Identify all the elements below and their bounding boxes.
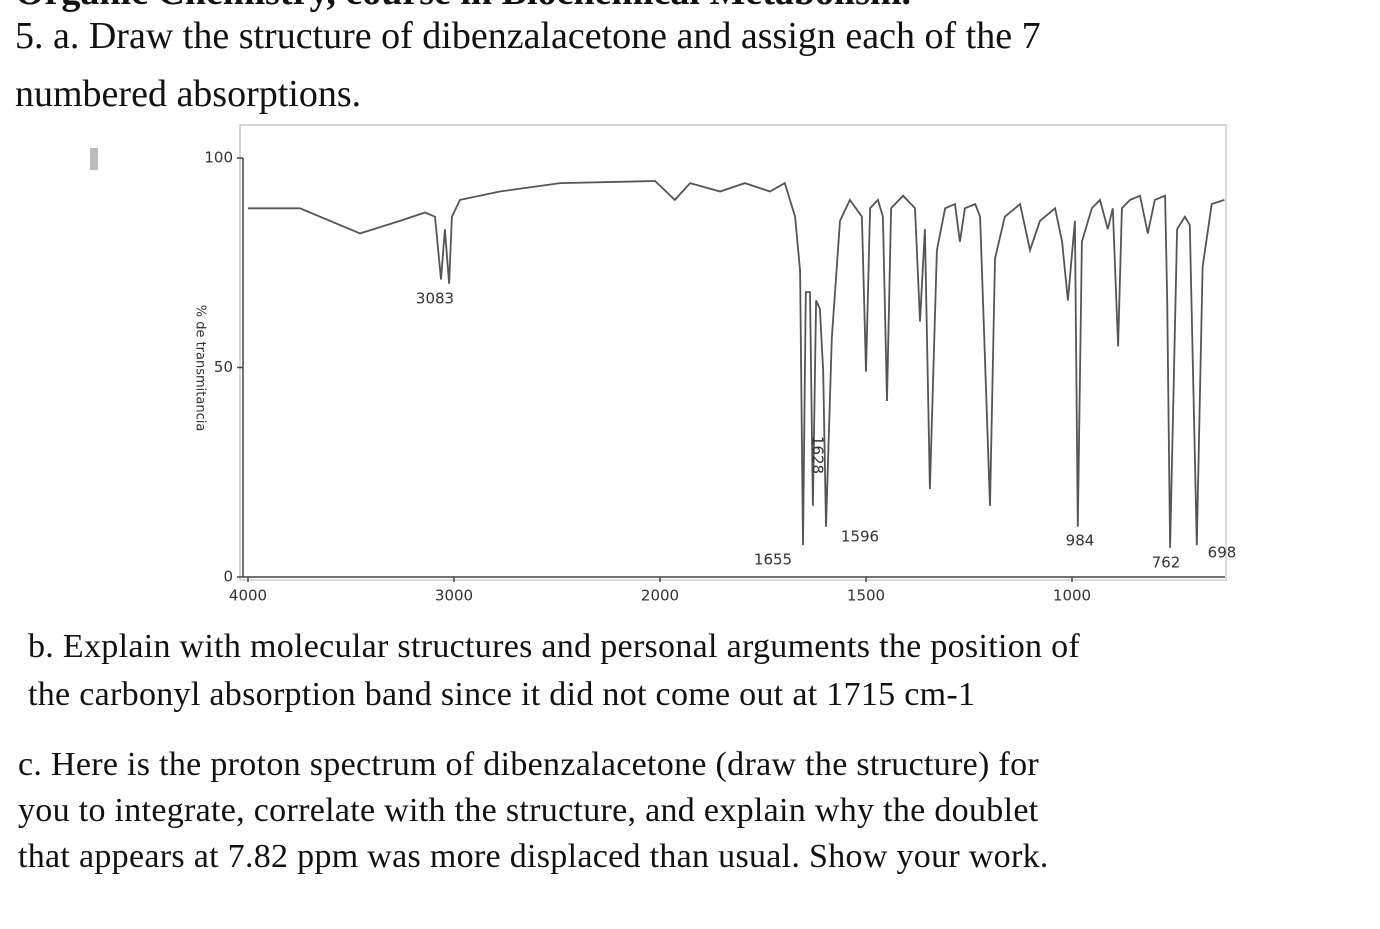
chart-frame	[239, 124, 1227, 581]
y-tick-label: 0	[223, 568, 233, 586]
x-tick-label: 2000	[641, 587, 679, 605]
y-tick-label: 50	[214, 358, 233, 376]
peak-label: 1596	[841, 528, 879, 546]
y-axis-label: % de transmitancia	[193, 305, 208, 432]
peak-label: 762	[1152, 554, 1181, 572]
x-tick-label: 1500	[847, 587, 885, 605]
spectrum-line	[248, 180, 1225, 548]
question-c-line: that appears at 7.82 ppm was more displa…	[18, 838, 1049, 875]
question-b-line: the carbonyl absorption band since it di…	[28, 676, 976, 713]
question-c-line: you to integrate, correlate with the str…	[18, 792, 1039, 829]
question-c-line: c. Here is the proton spectrum of dibenz…	[18, 746, 1039, 783]
x-tick-label: 4000	[229, 587, 267, 605]
cursor-mark	[90, 148, 98, 170]
x-tick-label: 1000	[1053, 587, 1091, 605]
peak-label: 698	[1208, 544, 1237, 562]
x-tick-label: 3000	[435, 587, 473, 605]
cut-header: Organic Chemistry, course in Biochemical…	[15, 0, 911, 14]
peak-label: 984	[1066, 532, 1095, 550]
peak-label: 1655	[754, 551, 792, 569]
question-a-line: 5. a. Draw the structure of dibenzalacet…	[15, 15, 1041, 57]
peak-label: 1628	[809, 436, 827, 474]
question-b-line: b. Explain with molecular structures and…	[28, 628, 1081, 665]
y-tick-label: 100	[204, 149, 233, 167]
peak-label: 3083	[416, 290, 454, 308]
question-a-line: numbered absorptions.	[15, 73, 362, 115]
